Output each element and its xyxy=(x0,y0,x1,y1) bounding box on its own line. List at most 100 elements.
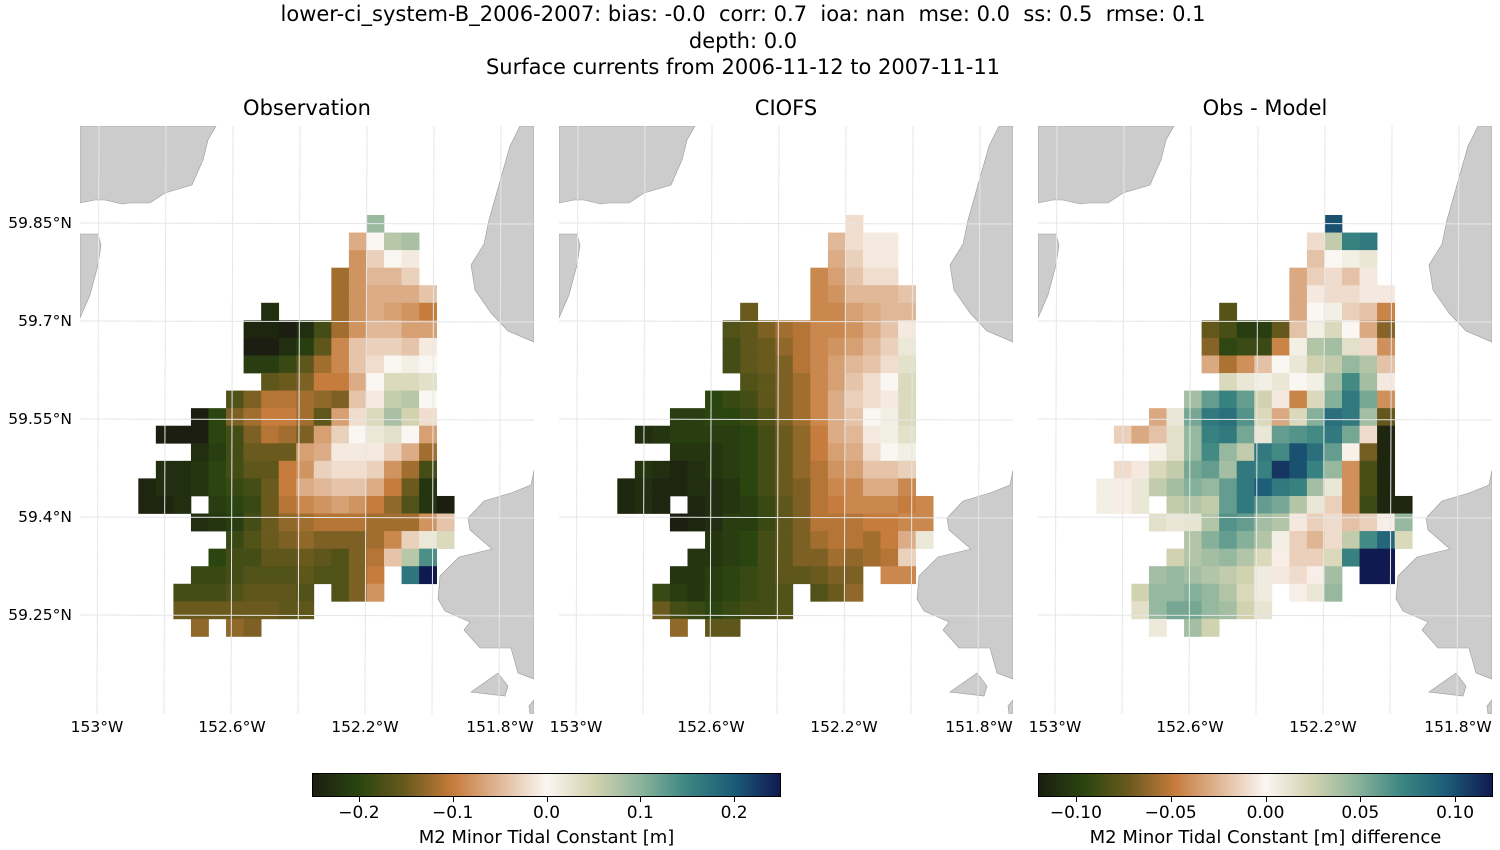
heatmap-cell xyxy=(1289,390,1308,409)
land-northwest xyxy=(559,126,696,205)
heatmap-cell xyxy=(792,408,811,427)
heatmap-cell xyxy=(1377,478,1395,497)
heatmap-cell xyxy=(366,513,385,532)
longitude-gridline xyxy=(498,126,502,714)
heatmap-cell xyxy=(757,460,776,479)
heatmap-cell xyxy=(705,513,723,532)
heatmap-cell xyxy=(827,408,846,427)
heatmap-cell xyxy=(827,232,846,251)
x-tick-label: 152.2°W xyxy=(331,718,399,736)
heatmap-cell xyxy=(1306,285,1325,304)
heatmap-cell xyxy=(827,478,846,497)
heatmap-cell xyxy=(1201,355,1220,374)
heatmap-cell xyxy=(722,355,741,374)
y-tick-label: 59.7°N xyxy=(18,312,72,330)
heatmap-cell xyxy=(687,460,706,479)
land-west xyxy=(559,233,581,319)
heatmap-cell xyxy=(419,460,437,479)
heatmap-cell xyxy=(1219,443,1238,462)
latitude-gridline xyxy=(1038,222,1492,225)
heatmap-cell xyxy=(827,495,846,514)
heatmap-cell xyxy=(278,513,297,532)
heatmap-cell xyxy=(740,601,759,620)
heatmap-cell xyxy=(366,548,385,567)
heatmap-cell xyxy=(1359,443,1378,462)
heatmap-cell xyxy=(1271,390,1290,409)
heatmap-cell xyxy=(1148,460,1167,479)
heatmap-cell xyxy=(1377,425,1395,444)
land-island xyxy=(470,672,509,697)
heatmap-cell xyxy=(1271,460,1290,479)
heatmap-cell xyxy=(1148,513,1167,532)
heatmap-cell xyxy=(1289,443,1308,462)
heatmap-cell xyxy=(384,390,402,409)
heatmap-cell xyxy=(366,355,385,374)
heatmap-cell xyxy=(845,355,864,374)
heatmap-cell xyxy=(243,513,262,532)
heatmap-cell xyxy=(1324,478,1343,497)
heatmap-cell xyxy=(1271,320,1290,339)
heatmap-cell xyxy=(740,583,759,602)
heatmap-cell xyxy=(278,495,297,514)
heatmap-cell xyxy=(366,302,385,321)
heatmap-cell xyxy=(1289,478,1308,497)
heatmap-cell xyxy=(845,285,864,304)
heatmap-cell xyxy=(296,495,315,514)
longitude-gridline xyxy=(1322,126,1326,714)
heatmap-cell xyxy=(208,548,227,567)
heatmap-cell xyxy=(810,373,829,391)
heatmap-cell xyxy=(348,583,367,602)
heatmap-cell xyxy=(331,513,350,532)
heatmap-cell xyxy=(669,478,688,497)
heatmap-cell xyxy=(1324,232,1343,251)
land-island-corner xyxy=(1486,699,1492,714)
heatmap-cell xyxy=(331,355,350,374)
heatmap-cell xyxy=(1306,425,1325,444)
heatmap-cell xyxy=(208,513,227,532)
heatmap-cell xyxy=(880,250,899,269)
heatmap-cell xyxy=(915,531,934,549)
heatmap-cell xyxy=(880,478,899,497)
heatmap-cell xyxy=(705,583,723,602)
heatmap-cell xyxy=(401,267,420,286)
heatmap-cell xyxy=(1201,337,1220,356)
heatmap-cell xyxy=(1184,513,1202,532)
heatmap-cell xyxy=(313,460,332,479)
heatmap-cell xyxy=(278,566,297,585)
heatmap-cell xyxy=(1359,337,1378,356)
heatmap-cell xyxy=(740,566,759,585)
x-tick-label: 153°W xyxy=(549,718,603,736)
heatmap-cell xyxy=(1219,478,1238,497)
heatmap-cell xyxy=(1131,478,1150,497)
heatmap-cell xyxy=(722,460,741,479)
heatmap-cell xyxy=(1377,566,1395,585)
heatmap-cell xyxy=(384,302,402,321)
heatmap-cell xyxy=(1219,460,1238,479)
latitude-gridline xyxy=(80,614,534,617)
heatmap-cell xyxy=(190,443,209,462)
heatmap-cell xyxy=(313,566,332,585)
heatmap-cell xyxy=(863,548,881,567)
heatmap-cell xyxy=(1271,337,1290,356)
heatmap-cell xyxy=(1148,425,1167,444)
heatmap-cell xyxy=(898,320,916,339)
heatmap-cell xyxy=(880,495,899,514)
heatmap-cell xyxy=(1342,513,1360,532)
heatmap-cell xyxy=(331,285,350,304)
heatmap-cell xyxy=(880,566,899,585)
heatmap-cell xyxy=(827,390,846,409)
heatmap-cell xyxy=(1377,460,1395,479)
colorbar xyxy=(1038,773,1493,797)
heatmap-cell xyxy=(1306,531,1325,549)
heatmap-cell xyxy=(845,373,864,391)
heatmap-cell xyxy=(757,531,776,549)
heatmap-cell xyxy=(243,478,262,497)
heatmap-cell xyxy=(810,355,829,374)
heatmap-cell xyxy=(898,548,916,567)
colorbar-tick-label: −0.05 xyxy=(1144,803,1197,823)
latitude-gridline xyxy=(80,222,534,225)
heatmap-cell xyxy=(1131,495,1150,514)
heatmap-cell xyxy=(898,425,916,444)
heatmap-cell xyxy=(1359,390,1378,409)
heatmap-cell xyxy=(705,460,723,479)
